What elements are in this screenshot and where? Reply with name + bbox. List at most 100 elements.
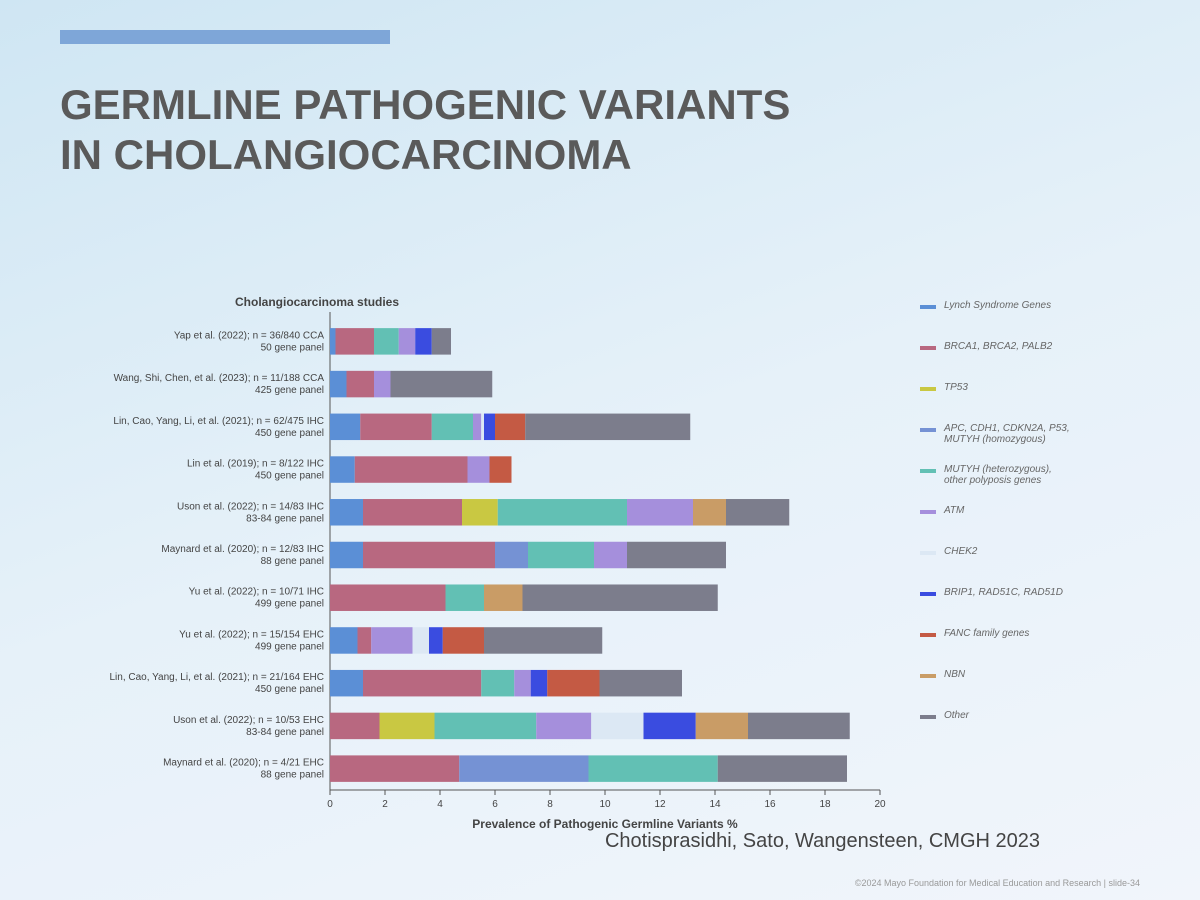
legend: Lynch Syndrome Genes BRCA1, BRCA2, PALB2 T… — [920, 300, 1070, 751]
bar-segment — [643, 712, 696, 740]
bar-segment — [330, 669, 363, 697]
legend-swatch — [920, 428, 936, 432]
legend-swatch — [920, 510, 936, 514]
bar-segment — [330, 627, 358, 654]
legend-item: TP53 — [920, 382, 1070, 423]
x-tick-label: 16 — [764, 799, 776, 810]
x-tick-label: 14 — [709, 799, 721, 810]
legend-label: ATM — [944, 505, 965, 516]
y-tick-label: Maynard et al. (2020); n = 4/21 EHC — [163, 758, 324, 769]
legend-swatch — [920, 633, 936, 637]
y-tick-sublabel: 499 gene panel — [255, 641, 324, 652]
bar-segment — [330, 712, 380, 740]
legend-label: MUTYH (heterozygous), other polyposis ge… — [944, 464, 1052, 486]
y-tick-label: Wang, Shi, Chen, et al. (2023); n = 11/1… — [114, 373, 325, 384]
legend-swatch — [920, 715, 936, 719]
bar-segment — [363, 669, 482, 697]
legend-swatch — [920, 305, 936, 309]
footer: ©2024 Mayo Foundation for Medical Educat… — [854, 878, 1140, 888]
bar-segment — [588, 755, 718, 782]
legend-item: ATM — [920, 505, 1070, 546]
bar-segment — [495, 413, 526, 441]
y-tick-label: Lin et al. (2019); n = 8/122 IHC — [187, 459, 324, 470]
legend-item: BRCA1, BRCA2, PALB2 — [920, 341, 1070, 382]
legend-item: BRIP1, RAD51C, RAD51D — [920, 587, 1070, 628]
x-tick-label: 6 — [492, 799, 498, 810]
bar-segment — [591, 712, 644, 740]
y-tick-sublabel: 83-84 gene panel — [246, 727, 324, 738]
bar-segment — [330, 541, 363, 569]
bar-segment — [497, 499, 627, 526]
bar-segment — [330, 456, 355, 483]
bar-segment — [726, 499, 790, 526]
x-axis-title: Prevalence of Pathogenic Germline Varian… — [472, 817, 738, 831]
bar-segment — [354, 456, 468, 483]
y-tick-sublabel: 499 gene panel — [255, 599, 324, 610]
x-tick-label: 4 — [437, 799, 443, 810]
y-tick-label: Lin, Cao, Yang, Li, et al. (2021); n = 6… — [113, 416, 324, 427]
bar-segment — [357, 627, 372, 654]
y-tick-sublabel: 88 gene panel — [261, 770, 324, 781]
bar-segment — [627, 499, 693, 526]
x-tick-label: 8 — [547, 799, 553, 810]
bar-segment — [530, 669, 548, 697]
bar-segment — [514, 669, 531, 697]
bar-segment — [528, 541, 594, 569]
legend-label: Lynch Syndrome Genes — [944, 300, 1052, 311]
legend-swatch — [920, 387, 936, 391]
y-tick-label: Yu et al. (2022); n = 10/71 IHC — [189, 587, 324, 598]
bar-segment — [360, 413, 432, 441]
y-tick-sublabel: 450 gene panel — [255, 684, 324, 695]
accent-bar — [60, 30, 390, 44]
bar-segment — [627, 541, 726, 569]
y-tick-label: Lin, Cao, Yang, Li, et al. (2021); n = 2… — [110, 672, 325, 683]
legend-label: Other — [944, 710, 970, 721]
y-tick-sublabel: 88 gene panel — [261, 556, 324, 567]
x-tick-label: 18 — [819, 799, 831, 810]
bar-segment — [429, 627, 443, 654]
bar-segment — [330, 328, 336, 355]
bar-segment — [484, 413, 495, 441]
x-tick-label: 10 — [599, 799, 611, 810]
legend-label: TP53 — [944, 382, 968, 393]
legend-item: APC, CDH1, CDKN2A, P53, MUTYH (homozygou… — [920, 423, 1070, 464]
bar-segment — [495, 541, 528, 569]
y-tick-sublabel: 450 gene panel — [255, 471, 324, 482]
bar-segment — [522, 584, 718, 611]
bar-segment — [434, 712, 537, 740]
bar-segment — [379, 712, 435, 740]
y-tick-label: Yap et al. (2022); n = 36/840 CCA — [174, 330, 325, 341]
bar-segment — [547, 669, 600, 697]
legend-swatch — [920, 674, 936, 678]
legend-swatch — [920, 469, 936, 473]
y-tick-sublabel: 450 gene panel — [255, 428, 324, 439]
bar-segment — [484, 627, 603, 654]
bar-segment — [695, 712, 748, 740]
bar-segment — [431, 413, 473, 441]
y-tick-label: Uson et al. (2022); n = 10/53 EHC — [173, 715, 324, 726]
bar-segment — [693, 499, 726, 526]
y-tick-label: Uson et al. (2022); n = 14/83 IHC — [177, 501, 324, 512]
bar-segment — [363, 499, 462, 526]
bar-segment — [467, 456, 490, 483]
legend-item: CHEK2 — [920, 546, 1070, 587]
legend-item: MUTYH (heterozygous), other polyposis ge… — [920, 464, 1070, 505]
bar-segment — [374, 328, 399, 355]
bar-segment — [717, 755, 847, 782]
x-tick-label: 0 — [327, 799, 333, 810]
y-tick-sublabel: 425 gene panel — [255, 385, 324, 396]
bar-segment — [459, 755, 589, 782]
bar-segment — [748, 712, 850, 740]
legend-swatch — [920, 551, 936, 555]
bar-segment — [371, 627, 413, 654]
legend-label: NBN — [944, 669, 966, 680]
bar-segment — [599, 669, 682, 697]
bar-segment — [415, 328, 432, 355]
bar-segment — [346, 370, 374, 398]
bar-segment — [330, 370, 347, 398]
bar-segment — [374, 370, 391, 398]
bar-segment — [412, 627, 429, 654]
